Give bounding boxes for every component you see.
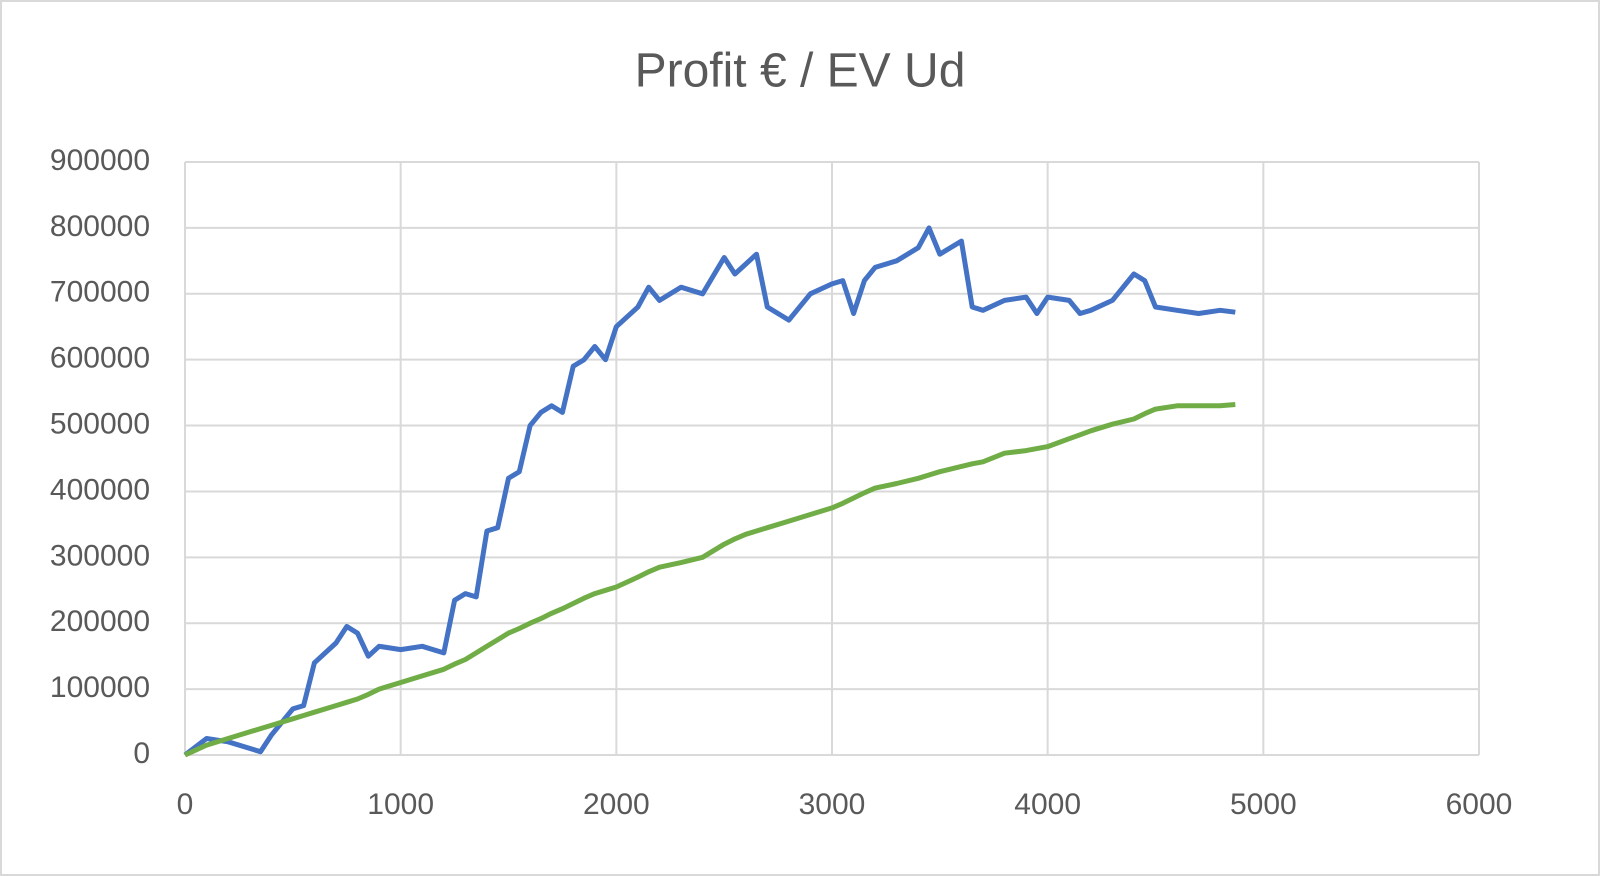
x-tick-label: 5000 (1230, 788, 1297, 821)
line-series (183, 402, 1236, 758)
y-tick-label: 800000 (50, 210, 150, 243)
x-tick-label: 1000 (367, 788, 434, 821)
y-tick-label: 100000 (50, 671, 150, 704)
x-tick-label: 2000 (583, 788, 650, 821)
x-tick-label: 6000 (1446, 788, 1513, 821)
x-tick-label: 3000 (799, 788, 866, 821)
chart-title: Profit € / EV Ud (635, 45, 966, 98)
y-tick-label: 200000 (50, 605, 150, 638)
y-tick-label: 500000 (50, 407, 150, 440)
x-tick-label: 0 (177, 788, 194, 821)
y-tick-label: 600000 (50, 342, 150, 375)
y-tick-label: 300000 (50, 539, 150, 572)
x-tick-label: 4000 (1014, 788, 1081, 821)
y-tick-label: 400000 (50, 473, 150, 506)
y-tick-label: 900000 (50, 144, 150, 177)
y-tick-label: 0 (133, 737, 150, 770)
line-series (183, 225, 1236, 757)
y-tick-label: 700000 (50, 276, 150, 309)
